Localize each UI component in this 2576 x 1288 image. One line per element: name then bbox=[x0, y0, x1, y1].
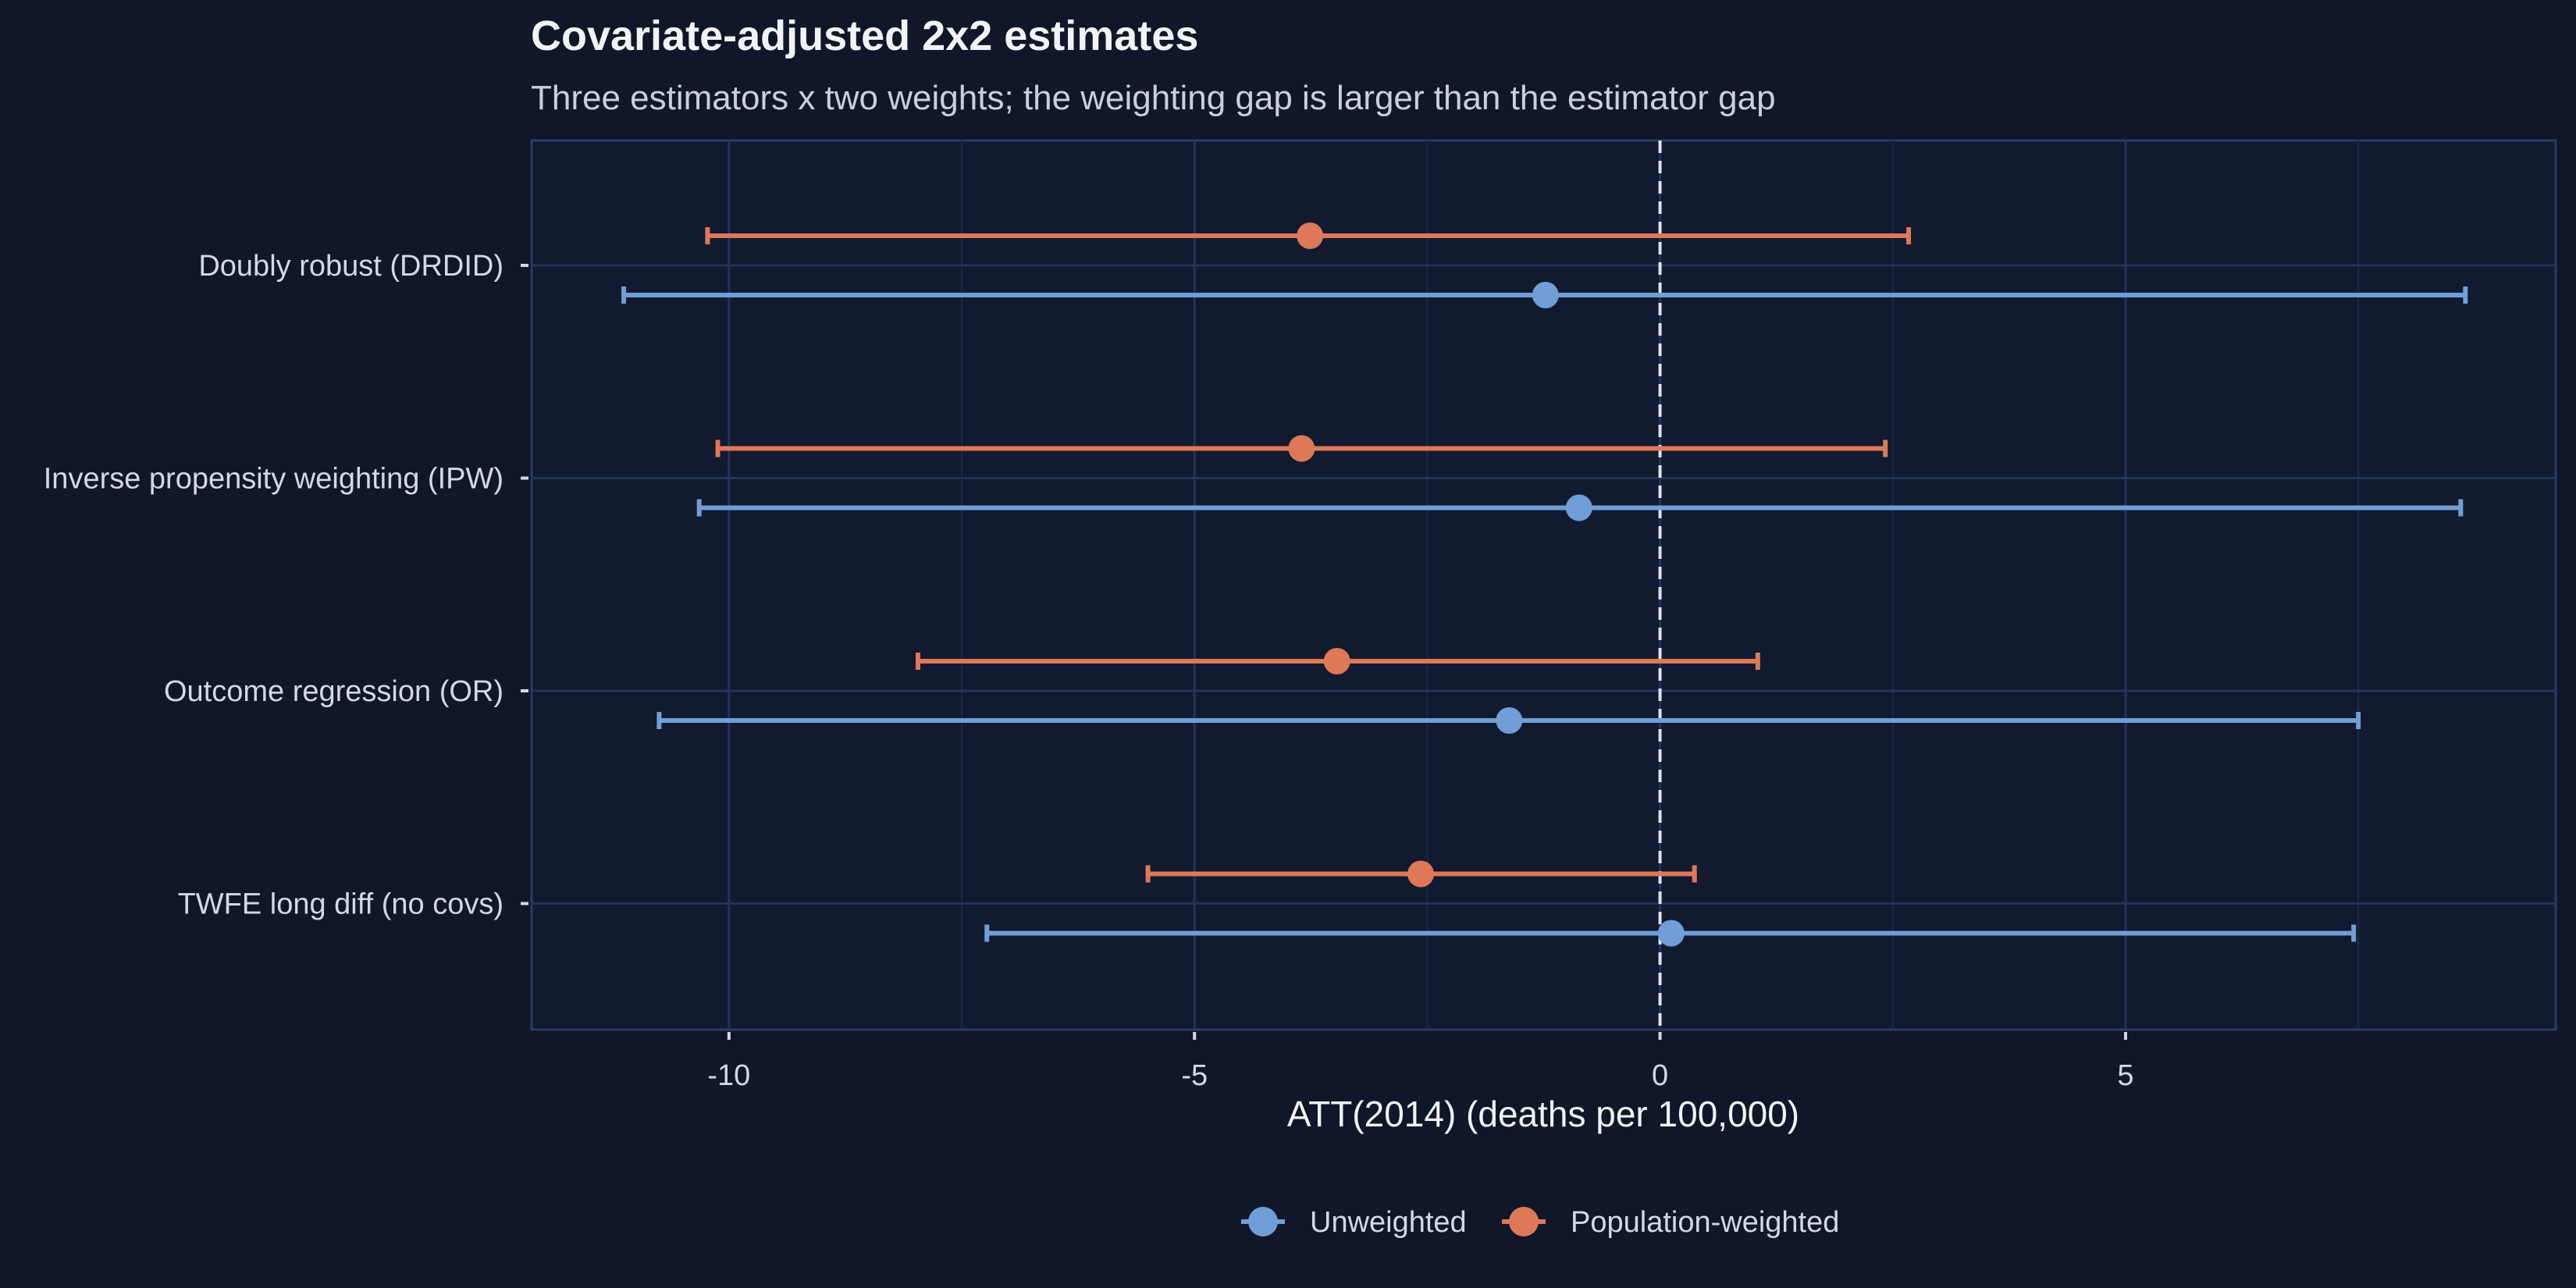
legend-label-unweighted: Unweighted bbox=[1310, 1206, 1467, 1239]
legend-item-population-weighted: Population-weighted bbox=[1502, 1206, 1839, 1239]
x-tick-label: 0 bbox=[1652, 1059, 1668, 1092]
y-tick-label: TWFE long diff (no covs) bbox=[178, 888, 503, 921]
legend: Unweighted Population-weighted bbox=[1241, 1206, 1839, 1239]
y-axis: Doubly robust (DRDID) Inverse propensity … bbox=[44, 250, 528, 921]
x-axis-label: ATT(2014) (deaths per 100,000) bbox=[1287, 1094, 1799, 1134]
y-tick-label: Doubly robust (DRDID) bbox=[198, 250, 503, 283]
x-tick-label: -10 bbox=[707, 1059, 750, 1092]
point-estimate bbox=[1532, 282, 1559, 308]
series-population-weighted bbox=[705, 222, 1912, 888]
point-estimate bbox=[1657, 920, 1685, 947]
series-unweighted bbox=[621, 282, 2468, 947]
point-estimate bbox=[1323, 648, 1350, 674]
point-estimate bbox=[1407, 860, 1435, 888]
x-tick-label: 5 bbox=[2117, 1059, 2133, 1092]
grid-lines bbox=[532, 141, 2556, 1030]
point-estimate bbox=[1496, 707, 1523, 734]
x-tick-label: -5 bbox=[1181, 1059, 1208, 1092]
y-tick-label: Outcome regression (OR) bbox=[164, 675, 503, 708]
point-estimate bbox=[1297, 222, 1324, 249]
chart-title: Covariate-adjusted 2x2 estimates bbox=[531, 12, 1198, 59]
y-tick-label: Inverse propensity weighting (IPW) bbox=[44, 463, 503, 496]
plot-panel bbox=[530, 139, 2557, 1031]
legend-key-dot bbox=[1509, 1207, 1539, 1236]
estimate-marks bbox=[621, 222, 2468, 947]
legend-item-unweighted: Unweighted bbox=[1241, 1206, 1467, 1239]
legend-label-population-weighted: Population-weighted bbox=[1571, 1206, 1839, 1239]
legend-key-dot bbox=[1248, 1207, 1278, 1236]
chart-subtitle: Three estimators x two weights; the weig… bbox=[531, 79, 1776, 117]
point-estimate bbox=[1288, 435, 1315, 462]
x-axis: -10 -5 0 5 bbox=[707, 1032, 2134, 1092]
point-estimate bbox=[1565, 494, 1592, 521]
